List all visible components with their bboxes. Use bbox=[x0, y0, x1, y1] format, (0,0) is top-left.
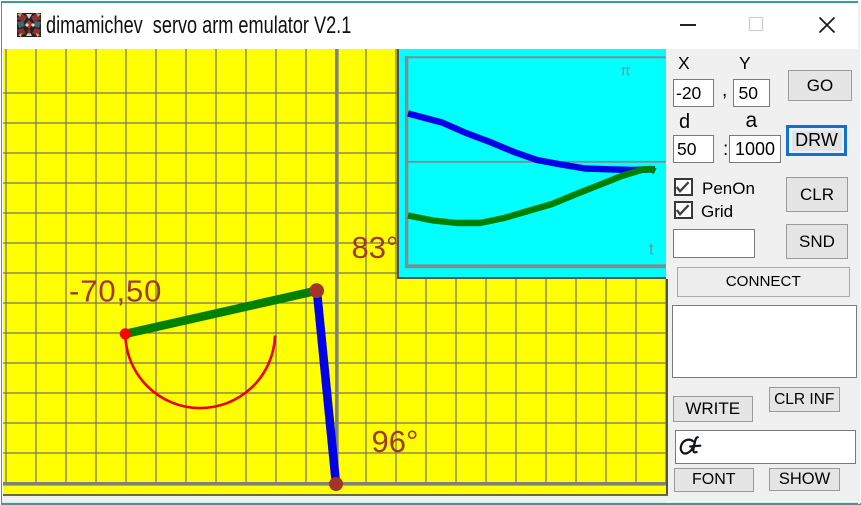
svg-text:83°: 83° bbox=[352, 230, 399, 265]
svg-text:t: t bbox=[649, 240, 654, 259]
svg-text:π: π bbox=[621, 64, 631, 80]
svg-text:96°: 96° bbox=[372, 424, 419, 459]
svg-text:-70,50: -70,50 bbox=[69, 273, 162, 308]
